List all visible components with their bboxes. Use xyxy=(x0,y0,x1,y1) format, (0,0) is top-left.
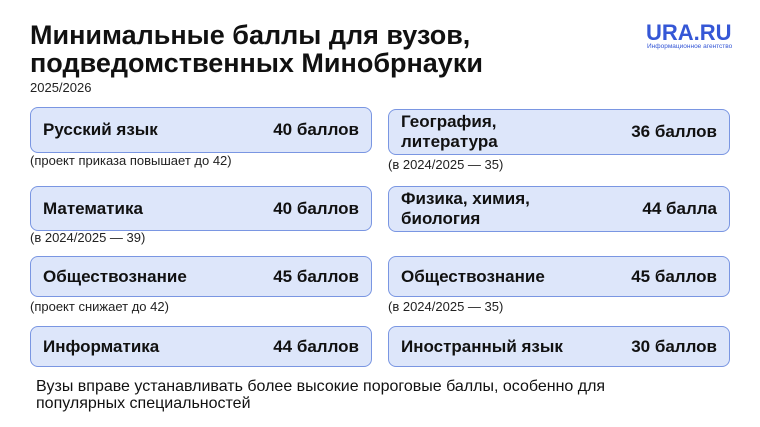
note: (в 2024/2025 — 35) xyxy=(388,299,504,314)
subject: Математика xyxy=(43,198,143,218)
score: 45 баллов xyxy=(273,266,359,286)
note: (проект приказа повышает до 42) xyxy=(30,153,232,168)
logo-caption: Информационное агентство xyxy=(647,43,733,50)
logo: URA.RU xyxy=(646,20,732,45)
card: Иностранный язык 30 баллов xyxy=(388,326,730,367)
score: 30 баллов xyxy=(631,336,717,356)
note: (в 2024/2025 — 39) xyxy=(30,230,146,245)
note: (проект снижает до 42) xyxy=(30,299,169,314)
subtitle: 2025/2026 xyxy=(30,80,92,95)
card: География, литература 36 баллов xyxy=(388,109,730,155)
card: Математика 40 баллов xyxy=(30,186,372,231)
note: (в 2024/2025 — 35) xyxy=(388,157,504,172)
subject: Физика, химия, биология xyxy=(401,189,530,228)
card: Информатика 44 баллов xyxy=(30,326,372,367)
card: Обществознание 45 баллов xyxy=(388,256,730,297)
subject: Русский язык xyxy=(43,120,158,139)
card: Физика, химия, биология 44 балла xyxy=(388,186,730,232)
title-line: Минимальные баллы для вузов, xyxy=(30,20,471,50)
score: 36 баллов xyxy=(631,122,717,141)
subject: Обществознание xyxy=(43,266,187,286)
score: 45 баллов xyxy=(631,266,717,286)
subject: География, литература xyxy=(401,112,498,151)
score: 44 баллов xyxy=(273,336,359,356)
subject: Информатика xyxy=(43,336,160,356)
footer-note: Вузы вправе устанавливать более высокие … xyxy=(36,378,606,412)
title-line: подведомственных Минобрнауки xyxy=(30,48,483,78)
subject: Обществознание xyxy=(401,266,545,286)
subject: Иностранный язык xyxy=(401,336,563,356)
score: 40 баллов xyxy=(273,198,359,218)
score: 40 баллов xyxy=(273,120,359,139)
card: Обществознание 45 баллов xyxy=(30,256,372,297)
card: Русский язык 40 баллов xyxy=(30,107,372,153)
score: 44 балла xyxy=(642,199,717,218)
